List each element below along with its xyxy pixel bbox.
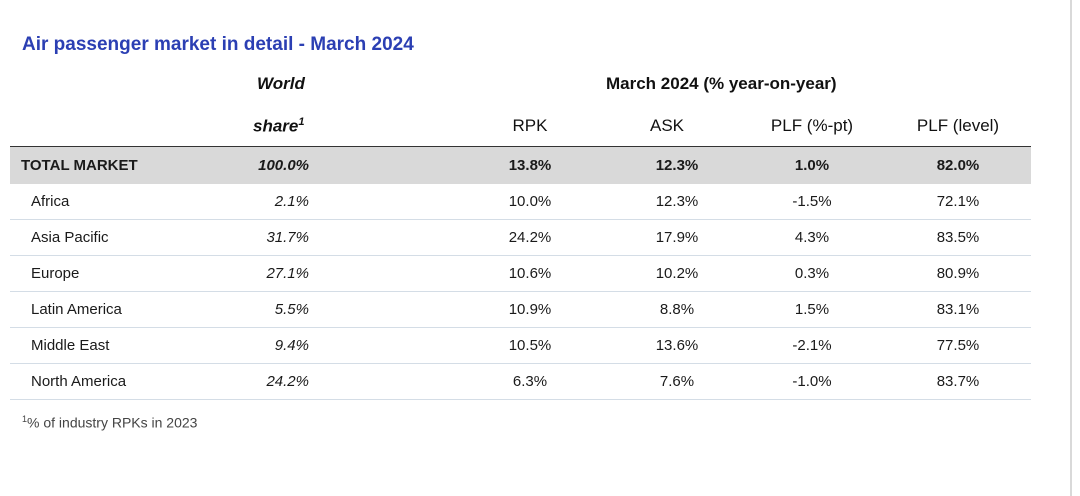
page-edge-divider: [1070, 0, 1072, 496]
row-ask: 12.3%: [655, 157, 699, 174]
table-row: Europe 27.1% 10.6% 10.2% 0.3% 80.9%: [10, 256, 1031, 292]
row-plf-level: 82.0%: [936, 157, 980, 174]
table-row: Africa 2.1% 10.0% 12.3% -1.5% 72.1%: [10, 184, 1031, 220]
row-rpk: 10.0%: [508, 193, 552, 210]
row-name: Middle East: [31, 337, 110, 354]
row-rpk: 10.6%: [508, 265, 552, 282]
footnote-text: % of industry RPKs in 2023: [27, 414, 198, 431]
row-plf-level: 83.1%: [936, 301, 980, 318]
row-name: TOTAL MARKET: [21, 157, 138, 174]
row-plf-level: 80.9%: [936, 265, 980, 282]
row-rpk: 24.2%: [508, 229, 552, 246]
row-share: 100.0%: [258, 157, 309, 174]
row-share: 24.2%: [266, 373, 309, 390]
column-header-rpk: RPK: [512, 116, 548, 135]
row-name: Latin America: [31, 301, 122, 318]
row-name: Asia Pacific: [31, 229, 109, 246]
row-share: 27.1%: [266, 265, 309, 282]
row-share: 31.7%: [266, 229, 309, 246]
row-ask: 10.2%: [655, 265, 699, 282]
row-name: Europe: [31, 265, 80, 282]
header-rule: [10, 146, 1031, 147]
column-header-plf-level: PLF (level): [916, 116, 1000, 135]
row-rpk: 10.9%: [508, 301, 552, 318]
table-row: North America 24.2% 6.3% 7.6% -1.0% 83.7…: [10, 364, 1031, 400]
table-row: Asia Pacific 31.7% 24.2% 17.9% 4.3% 83.5…: [10, 220, 1031, 256]
column-header-plf-pt: PLF (%-pt): [770, 116, 854, 135]
table-row-total: TOTAL MARKET 100.0% 13.8% 12.3% 1.0% 82.…: [10, 147, 1031, 184]
table-row: Middle East 9.4% 10.5% 13.6% -2.1% 77.5%: [10, 328, 1031, 364]
table-row: Latin America 5.5% 10.9% 8.8% 1.5% 83.1%: [10, 292, 1031, 328]
row-ask: 7.6%: [659, 373, 695, 390]
row-plf-pt: -2.1%: [792, 337, 832, 354]
footnote-marker: 1: [22, 414, 28, 424]
row-ask: 8.8%: [659, 301, 695, 318]
footnote: 1% of industry RPKs in 2023: [22, 414, 197, 431]
row-rpk: 6.3%: [512, 373, 548, 390]
world-share-header-line1: World: [257, 74, 305, 93]
column-header-ask: ASK: [649, 116, 685, 135]
row-plf-pt: 1.0%: [794, 157, 830, 174]
row-ask: 13.6%: [655, 337, 699, 354]
row-share: 5.5%: [274, 301, 309, 318]
page-title: Air passenger market in detail - March 2…: [22, 34, 414, 55]
period-group-header: March 2024 (% year-on-year): [606, 74, 837, 93]
row-ask: 12.3%: [655, 193, 699, 210]
row-plf-level: 83.5%: [936, 229, 980, 246]
row-share: 9.4%: [274, 337, 309, 354]
market-table: TOTAL MARKET 100.0% 13.8% 12.3% 1.0% 82.…: [10, 147, 1031, 400]
row-plf-level: 77.5%: [936, 337, 980, 354]
row-rpk: 10.5%: [508, 337, 552, 354]
row-ask: 17.9%: [655, 229, 699, 246]
row-plf-pt: -1.0%: [792, 373, 832, 390]
row-name: Africa: [31, 193, 70, 210]
row-rpk: 13.8%: [508, 157, 552, 174]
row-plf-level: 72.1%: [936, 193, 980, 210]
row-plf-pt: 0.3%: [794, 265, 830, 282]
world-share-header-text: share: [253, 116, 299, 136]
world-share-header-line2: share1: [253, 116, 305, 137]
row-plf-pt: 1.5%: [794, 301, 830, 318]
row-name: North America: [31, 373, 127, 390]
row-plf-level: 83.7%: [936, 373, 980, 390]
row-plf-pt: 4.3%: [794, 229, 830, 246]
row-plf-pt: -1.5%: [792, 193, 832, 210]
row-share: 2.1%: [274, 193, 309, 210]
world-share-footnote-marker: 1: [298, 116, 305, 128]
